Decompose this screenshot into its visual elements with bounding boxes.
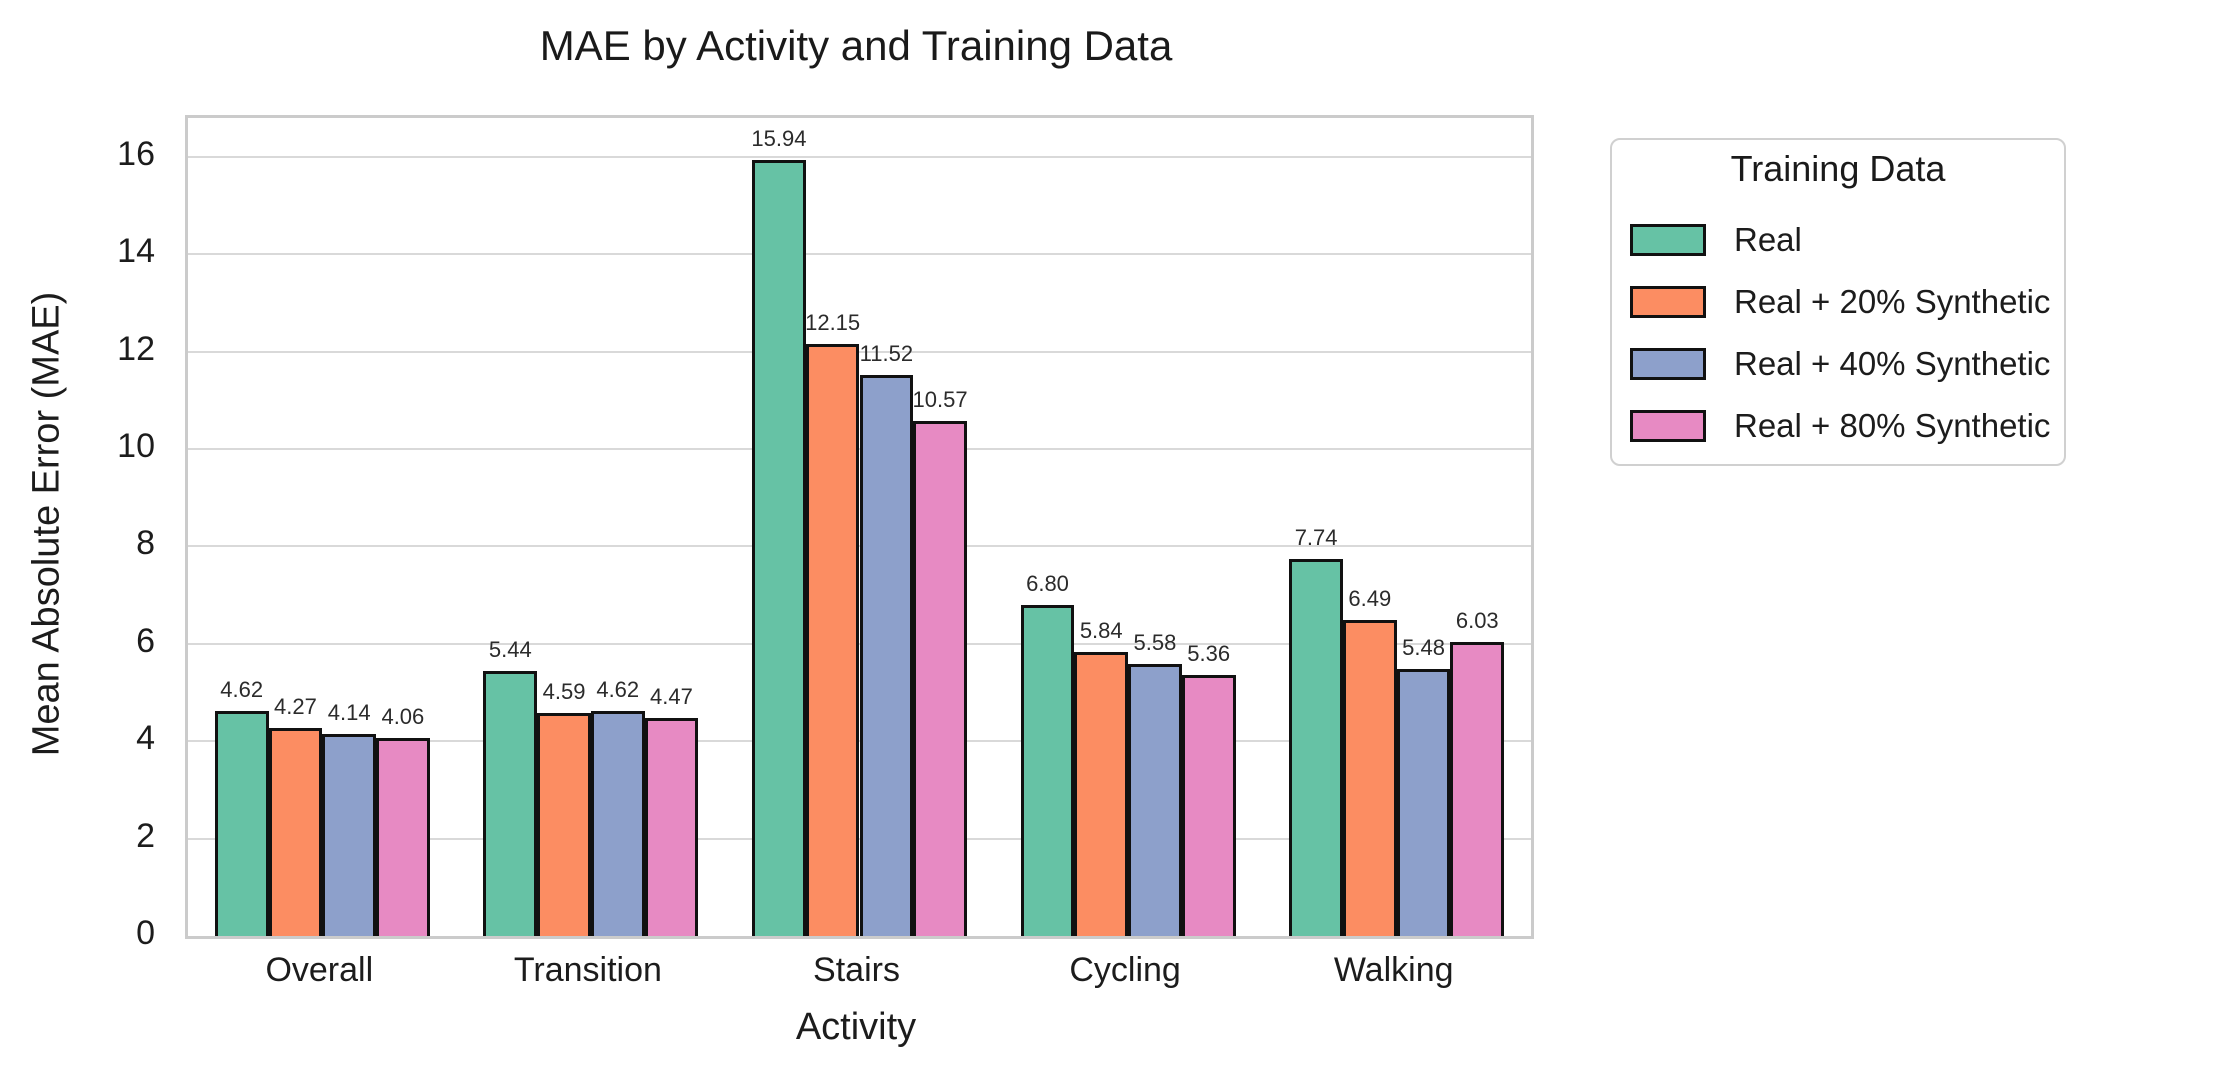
bar-cycling-series-1 bbox=[1074, 651, 1129, 936]
x-tick-label-stairs: Stairs bbox=[813, 951, 900, 989]
y-tick-label-16: 16 bbox=[117, 134, 155, 173]
y-tick-label-12: 12 bbox=[117, 329, 155, 368]
legend-label-3: Real + 80% Synthetic bbox=[1734, 407, 2051, 444]
bar-transition-series-2 bbox=[590, 711, 645, 936]
bar-value-label: 5.84 bbox=[1079, 617, 1123, 643]
bar-value-label: 6.80 bbox=[1026, 570, 1069, 596]
legend-label-1: Real + 20% Synthetic bbox=[1734, 283, 2051, 320]
bar-value-label: 6.49 bbox=[1348, 586, 1392, 611]
legend-label-2: Real + 40% Synthetic bbox=[1734, 345, 2051, 382]
bar-value-label: 5.36 bbox=[1187, 641, 1231, 667]
bar-value-label: 11.52 bbox=[859, 341, 914, 367]
bar-cycling-series-3 bbox=[1181, 675, 1236, 936]
bar-walking-series-0 bbox=[1289, 559, 1343, 936]
x-tick-label-walking: Walking bbox=[1333, 951, 1454, 989]
legend-item-2: Real + 40% Synthetic bbox=[1612, 344, 2064, 384]
y-tick-label-2: 2 bbox=[136, 816, 155, 855]
legend-swatch-2 bbox=[1630, 348, 1706, 380]
bar-cycling-series-0 bbox=[1020, 604, 1075, 936]
bar-walking-series-1 bbox=[1342, 620, 1397, 936]
bar-overall-series-3 bbox=[376, 738, 430, 936]
legend-swatch-3 bbox=[1630, 410, 1706, 442]
y-tick-label-4: 4 bbox=[136, 719, 155, 758]
bar-value-label: 6.03 bbox=[1455, 608, 1499, 634]
bar-value-label: 4.47 bbox=[650, 684, 693, 710]
bar-overall-series-1 bbox=[268, 728, 323, 936]
bar-value-label: 4.06 bbox=[381, 704, 425, 730]
x-tick-label-transition: Transition bbox=[513, 951, 662, 989]
legend-swatch-0 bbox=[1630, 224, 1706, 256]
bar-value-label: 4.59 bbox=[542, 678, 586, 704]
bar-value-label: 15.94 bbox=[751, 125, 807, 151]
bar-value-label: 5.48 bbox=[1402, 635, 1445, 661]
legend-item-0: Real bbox=[1612, 220, 2064, 260]
bar-walking-series-3 bbox=[1450, 642, 1505, 936]
bar-stairs-series-1 bbox=[805, 344, 860, 936]
bar-value-label: 4.62 bbox=[596, 677, 640, 703]
gridline-y-14 bbox=[188, 253, 1531, 256]
legend-item-3: Real + 80% Synthetic bbox=[1612, 406, 2064, 446]
legend-title: Training Data bbox=[1730, 148, 1946, 189]
y-tick-label-0: 0 bbox=[136, 914, 155, 952]
bar-walking-series-2 bbox=[1396, 669, 1451, 936]
y-tick-label-10: 10 bbox=[117, 427, 155, 466]
x-axis-label: Activity bbox=[795, 1006, 917, 1048]
bar-overall-series-0 bbox=[214, 711, 269, 936]
gridline-y-16 bbox=[188, 155, 1531, 158]
x-tick-label-cycling: Cycling bbox=[1069, 951, 1181, 989]
bar-value-label: 5.58 bbox=[1133, 630, 1177, 656]
y-tick-label-14: 14 bbox=[117, 232, 155, 271]
bar-transition-series-3 bbox=[644, 718, 699, 936]
legend-swatch-1 bbox=[1630, 286, 1706, 318]
bar-value-label: 12.15 bbox=[805, 310, 861, 336]
bar-stairs-series-0 bbox=[752, 159, 806, 936]
bar-value-label: 4.62 bbox=[220, 677, 264, 703]
legend-item-1: Real + 20% Synthetic bbox=[1612, 282, 2064, 322]
bar-value-label: 4.27 bbox=[274, 694, 317, 720]
bar-value-label: 7.74 bbox=[1294, 525, 1338, 551]
legend: Training Data Real Real + 20% Synthetic Re… bbox=[1610, 138, 2066, 466]
bar-value-label: 4.14 bbox=[327, 700, 371, 726]
gridline-y-12 bbox=[188, 350, 1531, 353]
bar-value-label: 10.57 bbox=[912, 387, 968, 413]
y-tick-label-6: 6 bbox=[136, 621, 155, 660]
bar-overall-series-2 bbox=[322, 734, 377, 936]
y-tick-label-8: 8 bbox=[136, 524, 155, 563]
bar-transition-series-1 bbox=[537, 712, 591, 936]
bar-cycling-series-2 bbox=[1128, 664, 1182, 936]
bar-value-label: 5.44 bbox=[488, 637, 532, 663]
bar-stairs-series-2 bbox=[859, 375, 914, 936]
x-tick-label-overall: Overall bbox=[265, 951, 374, 989]
bar-stairs-series-3 bbox=[913, 421, 967, 936]
bar-transition-series-0 bbox=[483, 671, 538, 936]
chart-title: MAE by Activity and Training Data bbox=[539, 22, 1173, 69]
legend-label-0: Real bbox=[1734, 221, 1802, 258]
plot-area: 4.62 4.27 4.14 4.06 5.44 4.59 4.62 4.47 15.94 12.… bbox=[185, 115, 1534, 939]
